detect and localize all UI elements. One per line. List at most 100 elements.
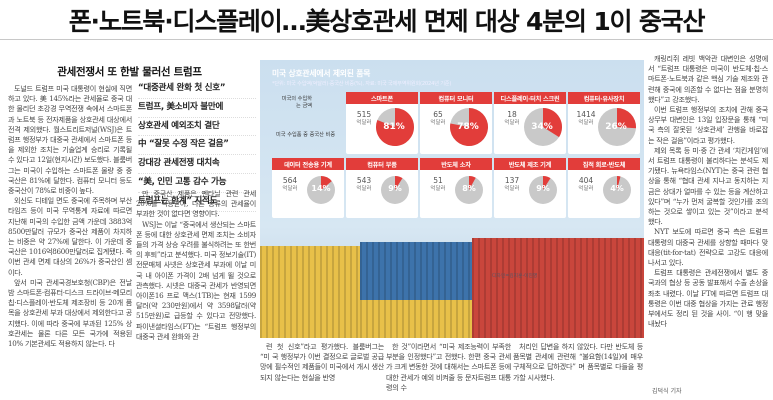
item-amount: 1414 억달러 — [572, 110, 600, 128]
item-label: 컴퓨터 모니터 — [420, 92, 492, 104]
pie-slice — [469, 176, 476, 190]
share-pie — [529, 176, 557, 204]
container-yellow — [260, 246, 362, 338]
share-pie — [450, 108, 488, 146]
paragraph: 처리인 답변을 하지 않았다. 다만 반도체 등 품목별 관세에 관련해 “불요… — [513, 342, 643, 382]
item-label: 스마트폰 — [346, 92, 418, 104]
paragraph: 도널드 트럼프 미국 대통령이 현실에 직면하고 있다. 美 145%라는 관세… — [8, 84, 132, 196]
paragraph: NYT 보도에 따르면 중국 측은 트럼프 대통령의 대중국 관세를 상향할 때… — [648, 227, 768, 268]
share-pie — [455, 176, 483, 204]
paragraph: 한 것”이라면서 “미국 제조능력이 부족한 부분을 인정했다”고 전했다. 한… — [386, 342, 511, 392]
article-column-6: 캐링리쥐 레빗 백악관 대변인은 성명에서 “트럼프 대통령은 미국이 반도체·… — [648, 54, 768, 396]
item-card: 데이터 전송용 기계 564 억달러 14% — [272, 158, 344, 218]
share-pie — [524, 108, 562, 146]
item-card: 디스플레이·터치 스크린 18 억달러 34% — [494, 92, 566, 154]
share-pie — [307, 176, 335, 204]
article-column-5: 처리인 답변을 하지 않았다. 다만 반도체 등 품목별 관세에 관련해 “불요… — [513, 342, 643, 398]
item-card: 컴퓨터·유사장치 1414 억달러 26% — [568, 92, 640, 154]
item-label: 반도체 소자 — [420, 158, 492, 170]
infographic-subtitle: *단위: 미국 수입액(억달러)·중국산 비중(%), 자료: 미국 국제무역위… — [272, 81, 452, 87]
quote-line: 상호관세 예외조치 결단 — [138, 118, 256, 137]
pie-slice — [543, 176, 551, 190]
article-column-4: 한 것”이라면서 “미국 제조능력이 부족한 부분을 인정했다”고 전했다. 한… — [386, 342, 511, 398]
item-amount: 404 억달러 — [572, 176, 600, 194]
item-share: 26% — [605, 122, 627, 132]
pull-quote: “대중관세 완화 첫 신호” 트럼프, 美소비자 불만에 상호관세 예외조치 결… — [138, 80, 256, 212]
item-amount: 515 억달러 — [350, 110, 378, 128]
container-blue — [360, 242, 472, 300]
item-unit: 억달러 — [430, 186, 446, 192]
container-red — [472, 300, 644, 338]
pie-slice — [450, 108, 488, 146]
article-column-3: 련 첫 신호”라고 평가했다. 블룸버그는 “미 국 행정부가 이번 결정으로 … — [260, 342, 384, 398]
pie-slice — [321, 176, 332, 190]
paragraph: 이번 트럼프 행정부의 조치에 관해 중국 상무부 대변인은 13일 입장문을 … — [648, 105, 768, 145]
item-share: 81% — [383, 122, 405, 132]
quote-line: 강대강 관세전쟁 대치속 — [138, 155, 256, 174]
item-card: 스마트폰 515 억달러 81% — [346, 92, 418, 154]
item-share: 14% — [311, 184, 331, 193]
item-unit: 억달러 — [282, 186, 298, 192]
item-unit: 억달러 — [578, 186, 594, 192]
item-card: 집적 회로·반도체 404 억달러 4% — [568, 158, 640, 218]
item-share: 4% — [610, 184, 624, 193]
item-label: 집적 회로·반도체 — [568, 158, 640, 170]
paragraph: 앞서 미국 관세국경보호청(CBP)은 전날 밤 스마트폰·컴퓨터·디스크 드라… — [8, 277, 132, 349]
item-unit: 억달러 — [356, 120, 372, 126]
legend-share-label: 미국 수입품 중 중국산 비중 — [276, 132, 336, 138]
infographic: 미국 상호관세에서 제외된 품목 *단위: 미국 수입액(억달러)·중국산 비중… — [260, 60, 644, 338]
paragraph: WSJ는 이날 “중국에서 생산되는 스마트폰 등에 대한 상호관세 면제 조치… — [136, 219, 256, 341]
container-yellow — [360, 300, 472, 338]
item-card: 반도체 소자 51 억달러 8% — [420, 158, 492, 218]
item-amount: 18 억달러 — [498, 110, 526, 128]
paragraph: 제외 목록 등 미·중 간 관세 ‘치킨게임’에서 트럼프 대통령이 불리하다는… — [648, 145, 768, 227]
item-share: 9% — [388, 184, 402, 193]
paragraph: 트럼프 대통령은 관세전쟁에서 별도 중국과의 협상 등 공동 발표해서 수출 … — [648, 268, 768, 329]
item-share: 9% — [536, 184, 550, 193]
byline: 김덕식 기자 — [652, 388, 682, 395]
item-unit: 억달러 — [578, 120, 594, 126]
pie-slice — [376, 108, 414, 146]
pie-slice — [617, 176, 621, 190]
item-label: 컴퓨터·유사장치 — [568, 92, 640, 104]
infographic-title: 미국 상호관세에서 제외된 품목 — [272, 69, 371, 78]
quote-line: “대중관세 완화 첫 신호” — [138, 80, 256, 99]
container-red — [472, 238, 644, 300]
article-column-2: 만 중국산 제품은 펜타닐 관련 관세 20%를 적용받아, 다른 종류의 관세… — [136, 189, 256, 396]
share-pie — [376, 108, 414, 146]
item-label: 데이터 전송용 기계 — [272, 158, 344, 170]
quote-line: “美, 인민 고통 감수 가능 — [138, 174, 256, 193]
item-card: 반도체 제조 기계 137 억달러 9% — [494, 158, 566, 218]
item-label: 컴퓨터 부품 — [346, 158, 418, 170]
item-card: 컴퓨터 모니터 65 억달러 78% — [420, 92, 492, 154]
item-unit: 억달러 — [504, 186, 520, 192]
subheadline: 관세전쟁서 또 한발 물러선 트럼프 — [57, 66, 202, 78]
share-pie — [598, 108, 636, 146]
quote-line: 트럼프, 美소비자 불만에 — [138, 99, 256, 118]
headline: 폰·노트북·디스플레이…美상호관세 면제 대상 4분의 1이 중국산 — [0, 0, 773, 40]
item-unit: 억달러 — [504, 120, 520, 126]
pie-slice — [543, 108, 562, 138]
share-pie — [381, 176, 409, 204]
infographic-legend: 미국의 수입하는 금액 미국 수입품 중 중국산 비중 — [274, 94, 338, 148]
item-unit: 억달러 — [356, 186, 372, 192]
pie-slice — [395, 176, 403, 190]
item-label: 디스플레이·터치 스크린 — [494, 92, 566, 104]
paragraph: 만 중국산 제품은 펜타닐 관련 관세 20%를 적용받아, 다른 종류의 관세… — [136, 189, 256, 219]
item-card: 컴퓨터 부품 543 억달러 9% — [346, 158, 418, 218]
paragraph: 외신도 디테일 면도 중국에 주목하며 부산타임즈 등이 미국 무역통계 자료에… — [8, 196, 132, 277]
article-column-1: 도널드 트럼프 미국 대통령이 현실에 직면하고 있다. 美 145%라는 관세… — [8, 84, 132, 396]
legend-amount-label: 미국의 수입하는 금액 — [281, 96, 312, 109]
quote-line: 中 “잘못 수정 작은 걸음” — [138, 136, 256, 156]
item-amount: 51 억달러 — [424, 176, 452, 194]
item-amount: 137 억달러 — [498, 176, 526, 194]
item-unit: 억달러 — [430, 120, 446, 126]
item-amount: 543 억달러 — [350, 176, 378, 194]
share-pie — [603, 176, 631, 204]
item-share: 78% — [457, 122, 479, 132]
paragraph: 캐링리쥐 레빗 백악관 대변인은 성명에서 “트럼프 대통령은 미국이 반도체·… — [648, 54, 768, 104]
item-share: 8% — [462, 184, 476, 193]
quote-line: 트럼프는 한계” 지적도 — [138, 193, 256, 212]
item-amount: 564 억달러 — [276, 176, 304, 194]
shipping-containers-image — [260, 238, 644, 338]
